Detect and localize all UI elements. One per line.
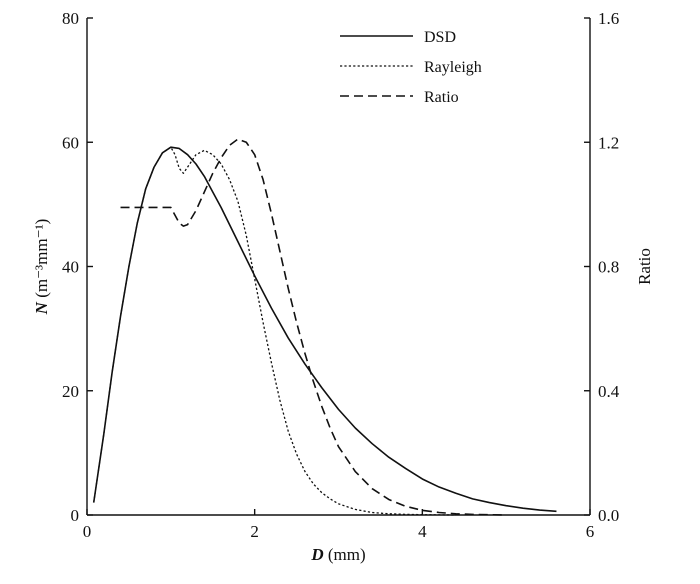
legend-label-dsd: DSD: [424, 29, 456, 46]
y-left-tick-label: 20: [62, 382, 79, 401]
x-tick-label: 6: [586, 522, 595, 541]
x-tick-label: 2: [250, 522, 259, 541]
y-axis-left-label: N (m⁻³mm⁻¹): [32, 219, 51, 316]
x-tick-label: 0: [83, 522, 92, 541]
axis-labels: D (mm) N (m⁻³mm⁻¹) Ratio: [32, 219, 654, 564]
y-right-tick-label: 1.6: [598, 9, 619, 28]
y-right-tick-label: 1.2: [598, 133, 619, 152]
legend-label-rayleigh: Rayleigh: [424, 59, 482, 76]
y-axis-right-label: Ratio: [635, 248, 654, 285]
y-right-tick-label: 0.4: [598, 382, 620, 401]
series-layer: [92, 138, 557, 516]
y-right-tick-label: 0.0: [598, 506, 619, 525]
y-left-tick-label: 60: [62, 133, 79, 152]
x-tick-label: 4: [418, 522, 427, 541]
y-left-tick-label: 80: [62, 9, 79, 28]
legend-label-ratio: Ratio: [424, 89, 459, 106]
y-right-tick-label: 0.8: [598, 258, 619, 277]
series-rayleigh-line: [93, 146, 456, 516]
y-left-tick-label: 40: [62, 258, 79, 277]
legend: DSD Rayleigh Ratio: [340, 29, 482, 106]
y-left-tick-label: 0: [71, 506, 80, 525]
series-ratio-line: [120, 138, 507, 516]
series-dsd-line: [92, 146, 557, 513]
x-axis-label: D (mm): [310, 545, 365, 564]
